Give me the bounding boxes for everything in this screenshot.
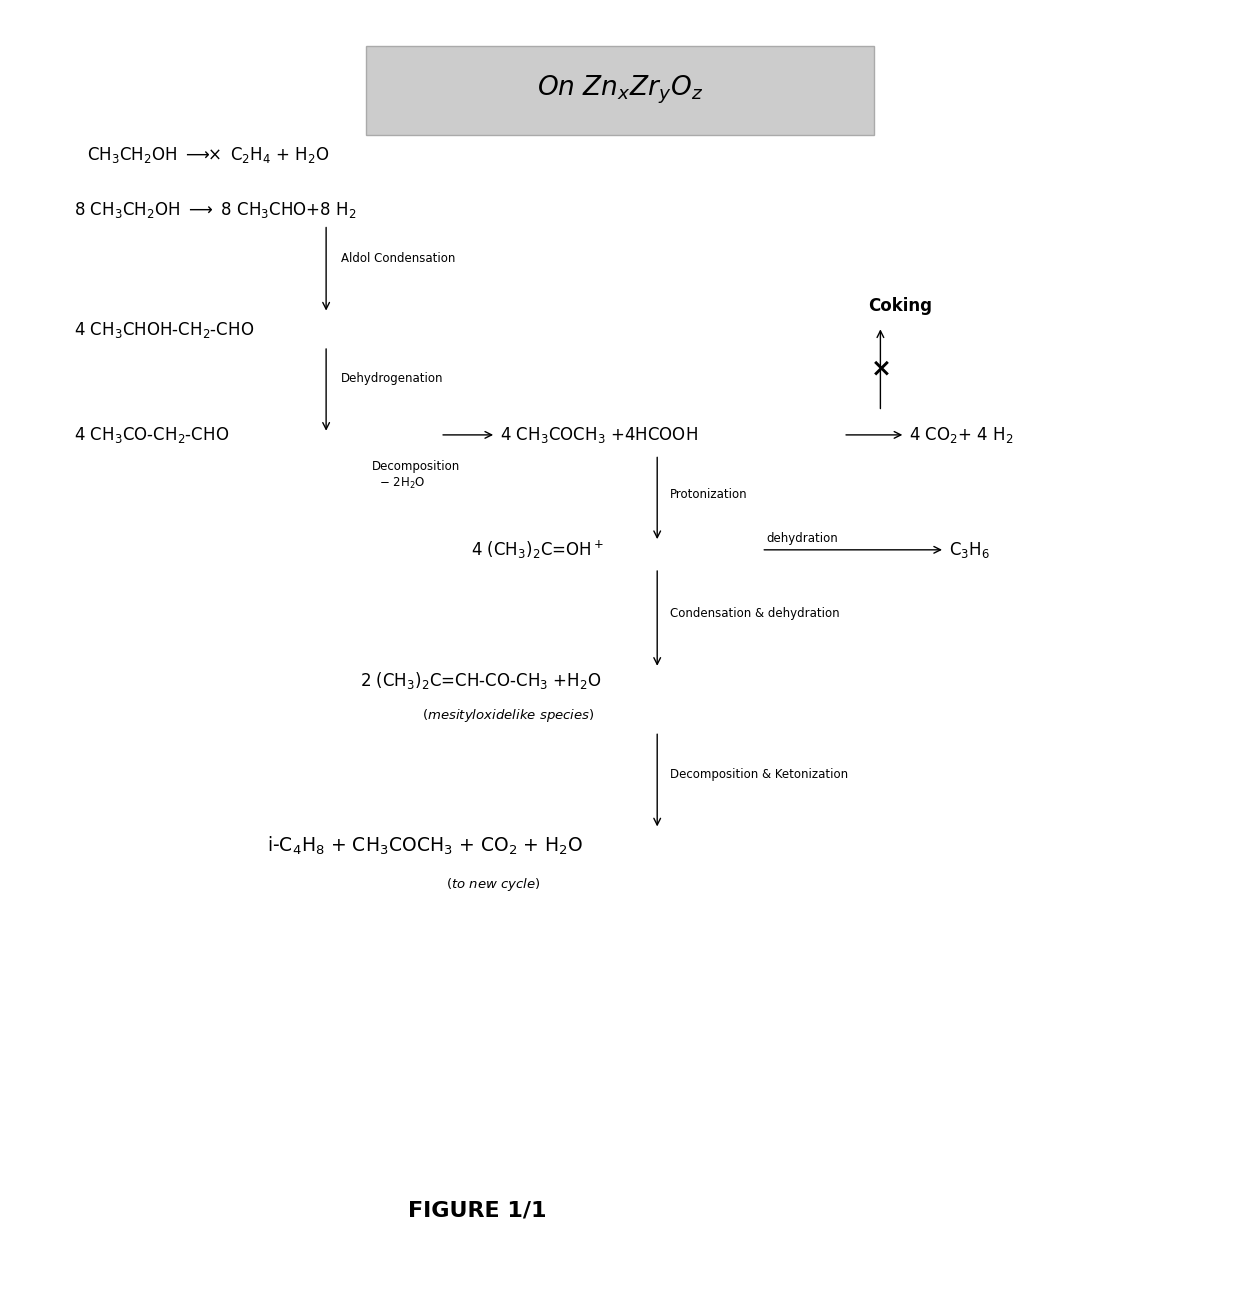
Text: 8 CH$_3$CH$_2$OH $\longrightarrow$ 8 CH$_3$CHO+8 H$_2$: 8 CH$_3$CH$_2$OH $\longrightarrow$ 8 CH$… bbox=[74, 200, 357, 221]
Text: Aldol Condensation: Aldol Condensation bbox=[341, 252, 455, 265]
Text: $-$ 2H$_2$O: $-$ 2H$_2$O bbox=[379, 475, 425, 491]
Text: dehydration: dehydration bbox=[766, 532, 838, 545]
Text: 4 CH$_3$CO-CH$_2$-CHO: 4 CH$_3$CO-CH$_2$-CHO bbox=[74, 424, 229, 445]
Text: Dehydrogenation: Dehydrogenation bbox=[341, 372, 444, 385]
Text: 4 (CH$_3$)$_2$C=OH$^+$: 4 (CH$_3$)$_2$C=OH$^+$ bbox=[471, 538, 604, 562]
Text: CH$_3$CH$_2$OH $\longrightarrow\!\!\!\times$ C$_2$H$_4$ + H$_2$O: CH$_3$CH$_2$OH $\longrightarrow\!\!\!\ti… bbox=[87, 145, 330, 166]
Text: Protonization: Protonization bbox=[670, 488, 748, 502]
Text: ($\it{to\ new\ cycle}$): ($\it{to\ new\ cycle}$) bbox=[446, 875, 541, 893]
Text: 4 CO$_2$+ 4 H$_2$: 4 CO$_2$+ 4 H$_2$ bbox=[909, 424, 1013, 445]
Text: C$_3$H$_6$: C$_3$H$_6$ bbox=[949, 539, 990, 560]
Text: FIGURE 1/1: FIGURE 1/1 bbox=[408, 1200, 547, 1221]
Text: 4 CH$_3$COCH$_3$ +4HCOOH: 4 CH$_3$COCH$_3$ +4HCOOH bbox=[500, 424, 698, 445]
FancyBboxPatch shape bbox=[366, 46, 874, 135]
Text: 2 (CH$_3$)$_2$C=CH-CO-CH$_3$ +H$_2$O: 2 (CH$_3$)$_2$C=CH-CO-CH$_3$ +H$_2$O bbox=[360, 670, 601, 691]
Text: Decomposition: Decomposition bbox=[372, 460, 460, 473]
Text: ($\it{mesityloxidelike\ species}$): ($\it{mesityloxidelike\ species}$) bbox=[422, 707, 594, 725]
Text: i-C$_4$H$_8$ + CH$_3$COCH$_3$ + CO$_2$ + H$_2$O: i-C$_4$H$_8$ + CH$_3$COCH$_3$ + CO$_2$ +… bbox=[267, 835, 583, 858]
Text: On Zn$_x$Zr$_y$O$_z$: On Zn$_x$Zr$_y$O$_z$ bbox=[537, 74, 703, 106]
Text: Decomposition & Ketonization: Decomposition & Ketonization bbox=[670, 768, 848, 781]
Text: Coking: Coking bbox=[868, 296, 932, 315]
Text: 4 CH$_3$CHOH-CH$_2$-CHO: 4 CH$_3$CHOH-CH$_2$-CHO bbox=[74, 320, 254, 341]
Text: Condensation & dehydration: Condensation & dehydration bbox=[670, 607, 839, 620]
Text: $\mathbf{\times}$: $\mathbf{\times}$ bbox=[870, 357, 890, 380]
